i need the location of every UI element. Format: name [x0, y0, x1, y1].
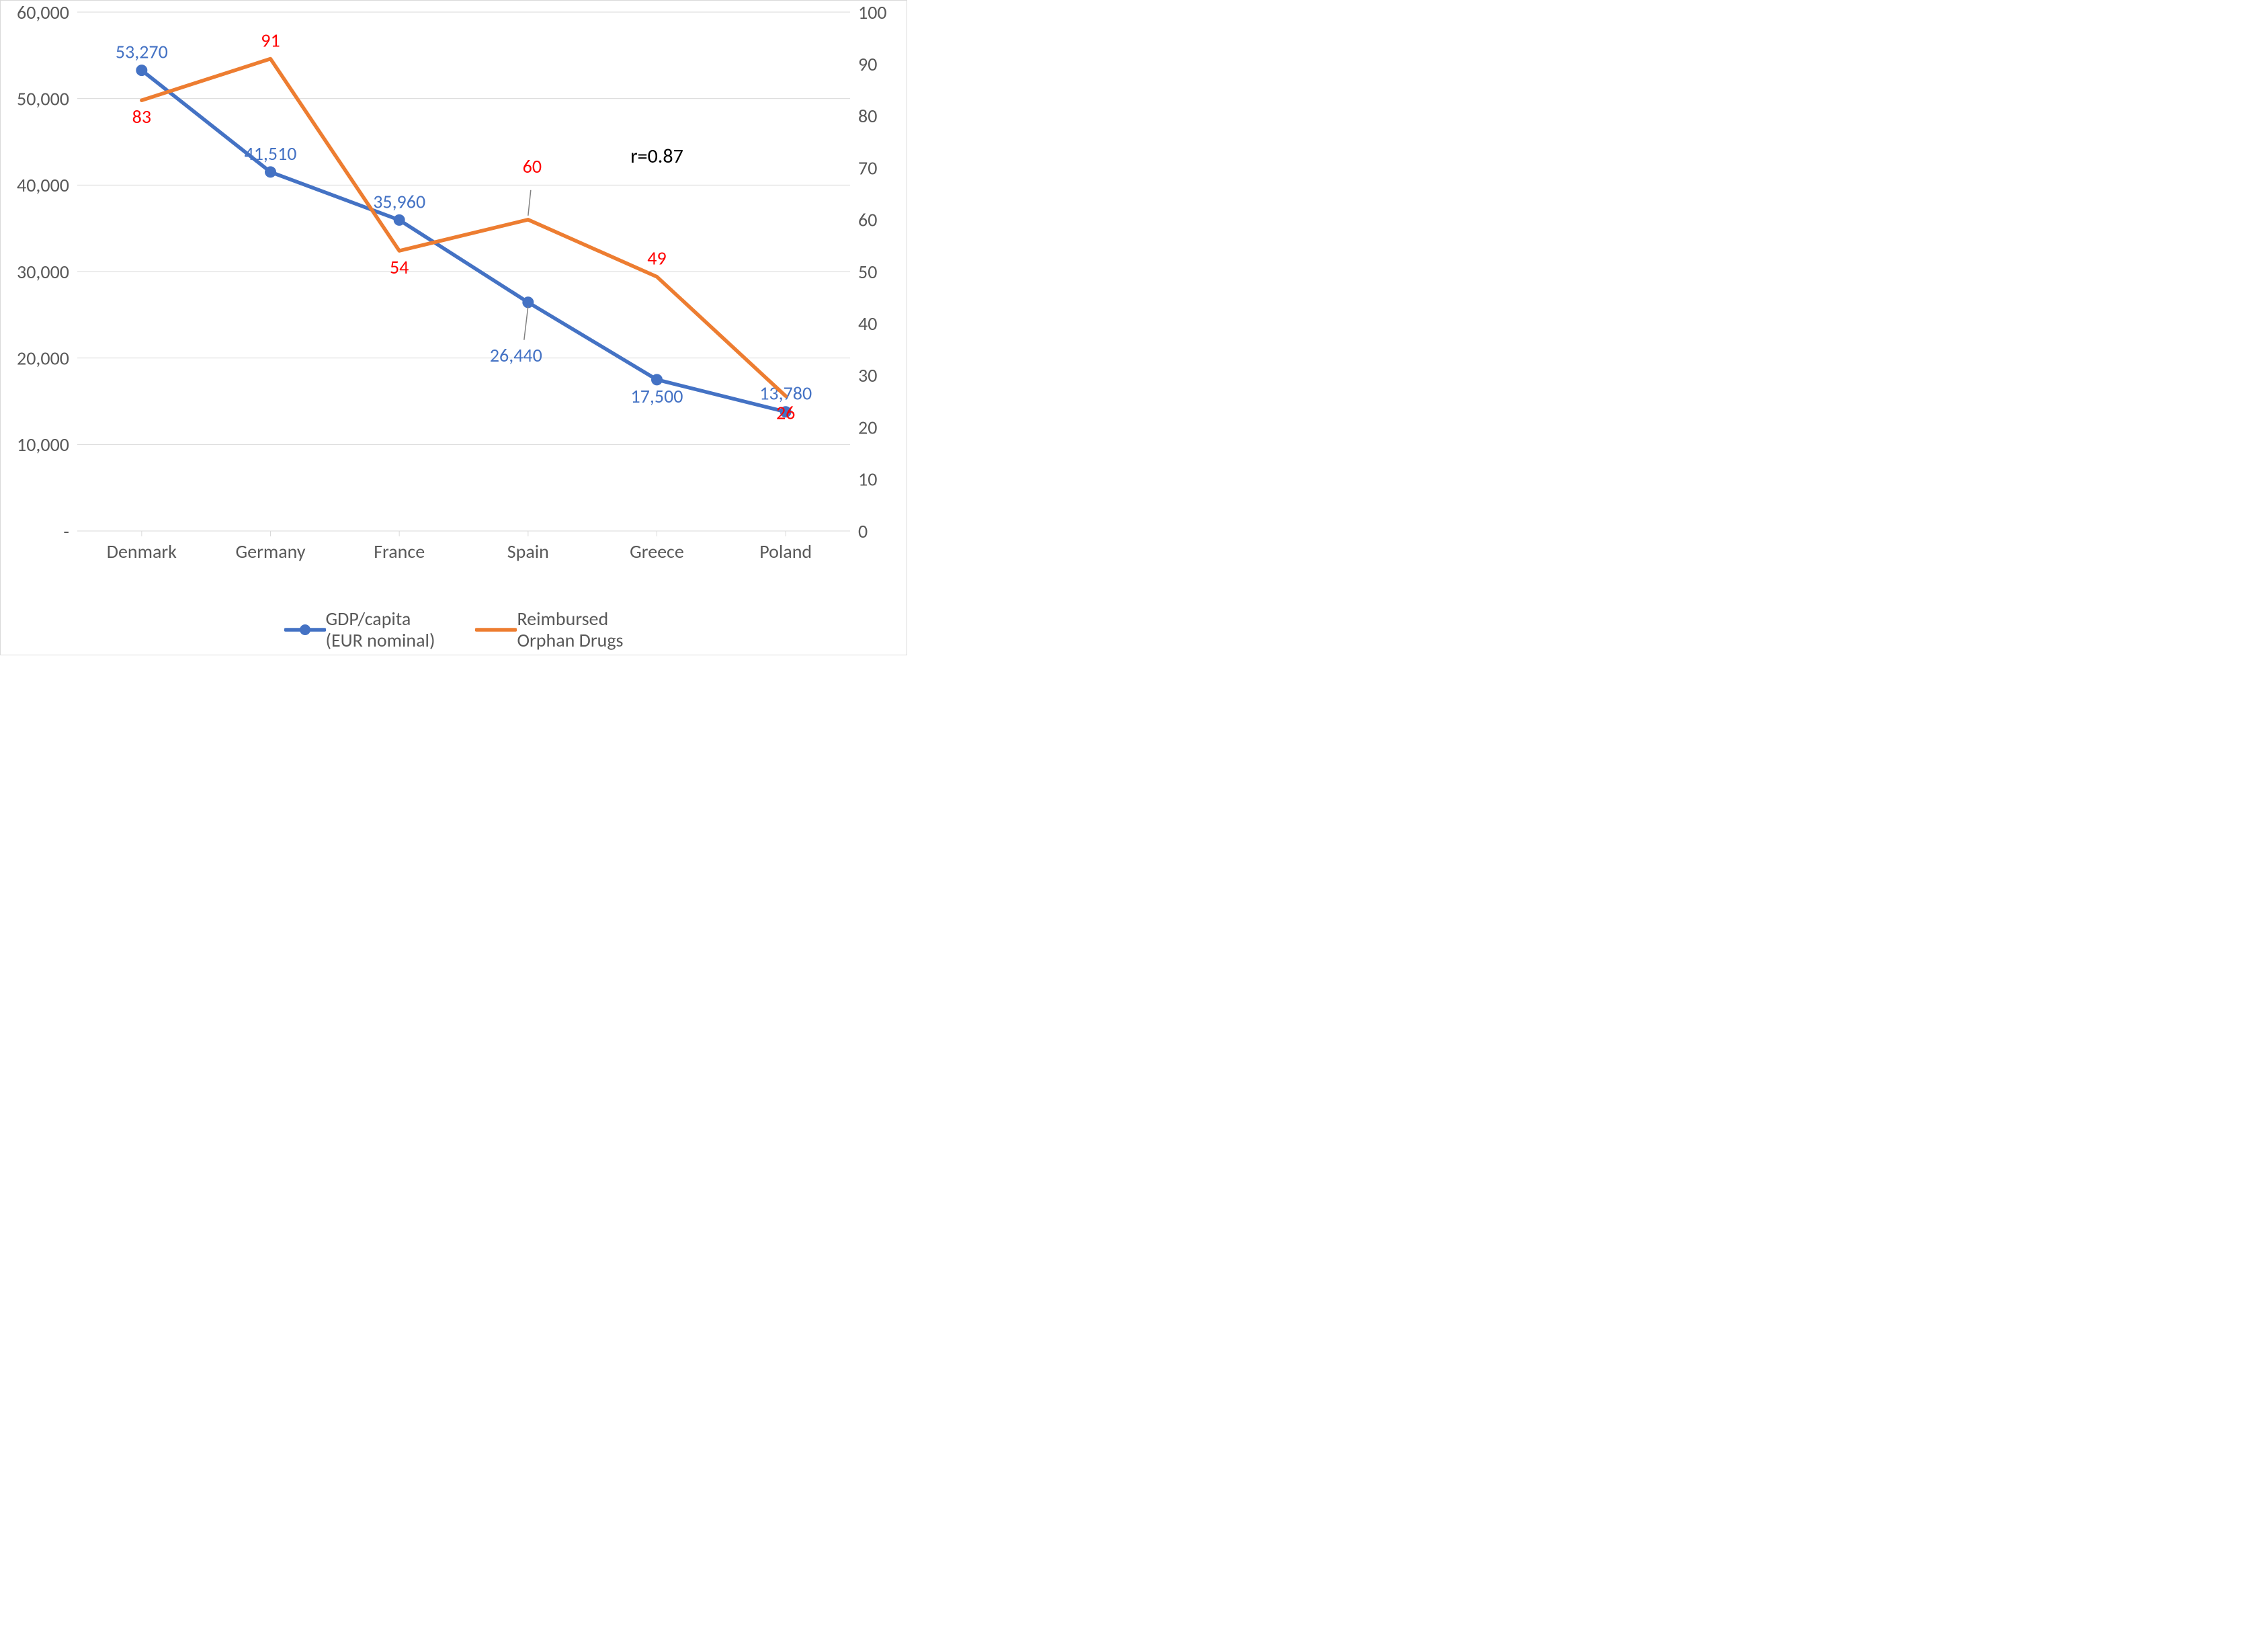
- data-label: 26: [776, 401, 795, 424]
- y-right-tick-label: 80: [858, 104, 877, 128]
- series-marker: [265, 167, 276, 177]
- legend-label: Reimbursed Orphan Drugs: [517, 608, 623, 651]
- correlation-annotation: r=0.87: [630, 144, 683, 169]
- data-label: 26,440: [490, 343, 542, 367]
- chart-container: - 10,000 20,000 30,000 40,000 50,000 60,000 0 1…: [0, 0, 907, 655]
- y-right-tick-label: 40: [858, 312, 877, 335]
- data-label: 54: [390, 255, 409, 279]
- legend-item: Reimbursed Orphan Drugs: [475, 608, 623, 651]
- y-right-tick-label: 100: [858, 1, 887, 24]
- data-label: 35,960: [373, 190, 425, 213]
- x-category-label: Denmark: [107, 540, 177, 563]
- legend: GDP/capita (EUR nominal) Reimbursed Orpha…: [0, 608, 907, 651]
- x-category-label: France: [374, 540, 425, 563]
- chart-svg: - 10,000 20,000 30,000 40,000 50,000 60,000 0 1…: [0, 0, 907, 655]
- legend-marker-icon: [475, 620, 517, 639]
- series-marker: [523, 297, 534, 308]
- series-marker: [652, 374, 663, 385]
- data-label-leader: [524, 306, 528, 340]
- data-label: 83: [132, 105, 151, 128]
- x-category-label: Spain: [507, 540, 549, 563]
- y-left-tick-label: -: [63, 520, 69, 543]
- y-left-tick-label: 20,000: [17, 346, 69, 370]
- data-label: 41,510: [245, 142, 297, 165]
- y-left-tick-label: 30,000: [17, 260, 69, 284]
- y-right-tick-label: 50: [858, 260, 877, 284]
- x-category-label: Germany: [235, 540, 305, 563]
- y-right-tick-label: 30: [858, 364, 877, 387]
- x-category-label: Greece: [630, 540, 684, 563]
- legend-item: GDP/capita (EUR nominal): [284, 608, 435, 651]
- data-label: 49: [647, 247, 666, 270]
- data-label: 53,270: [116, 40, 168, 64]
- y-left-tick-label: 50,000: [17, 87, 69, 110]
- legend-label: GDP/capita (EUR nominal): [326, 608, 435, 651]
- y-right-tick-label: 70: [858, 156, 877, 179]
- data-label: 60: [523, 155, 542, 178]
- series-marker: [394, 214, 405, 225]
- y-left-tick-label: 60,000: [17, 1, 69, 24]
- data-label: 91: [261, 28, 280, 52]
- series-line: [142, 58, 786, 396]
- series-line: [142, 71, 786, 412]
- y-right-tick-label: 10: [858, 468, 877, 491]
- y-right-tick-label: 20: [858, 415, 877, 439]
- legend-marker-icon: [284, 620, 326, 639]
- x-category-label: Poland: [759, 540, 812, 563]
- data-label: 17,500: [631, 384, 683, 408]
- data-label-leader: [528, 190, 531, 216]
- y-left-tick-label: 40,000: [17, 173, 69, 197]
- series-marker: [136, 65, 147, 76]
- y-right-tick-label: 60: [858, 208, 877, 232]
- y-right-tick-label: 90: [858, 52, 877, 76]
- y-left-tick-label: 10,000: [17, 433, 69, 456]
- y-right-tick-label: 0: [858, 520, 868, 543]
